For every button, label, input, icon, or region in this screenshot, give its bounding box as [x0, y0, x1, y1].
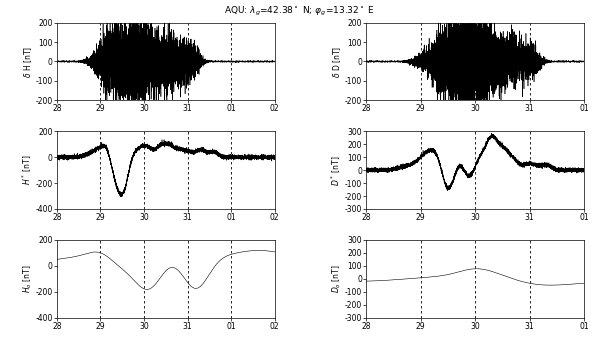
- Y-axis label: $D^*$ [nT]: $D^*$ [nT]: [330, 155, 343, 186]
- Y-axis label: $D_o$ [nT]: $D_o$ [nT]: [331, 265, 343, 293]
- Y-axis label: $H_o$ [nT]: $H_o$ [nT]: [22, 265, 34, 293]
- Y-axis label: $\delta$ H [nT]: $\delta$ H [nT]: [22, 45, 34, 77]
- Y-axis label: $H^*$ [nT]: $H^*$ [nT]: [21, 155, 34, 185]
- Y-axis label: $\delta$ D [nT]: $\delta$ D [nT]: [332, 45, 343, 77]
- Text: AQU: $\lambda_g$=42.38$^\circ$ N; $\varphi_g$=13.32$^\circ$ E: AQU: $\lambda_g$=42.38$^\circ$ N; $\varp…: [224, 5, 375, 18]
